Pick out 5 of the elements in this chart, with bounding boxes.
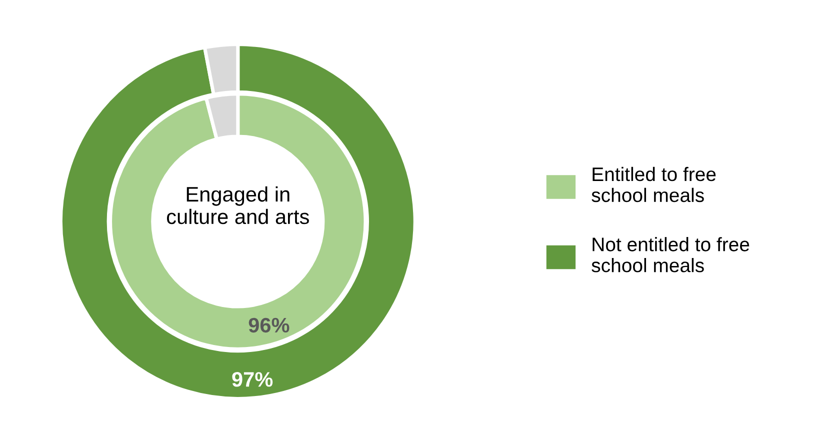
data-label: 97% [232, 372, 273, 387]
text: Engaged in culture and arts [166, 186, 309, 224]
legend-label: Not entitled to free school meals [592, 237, 750, 272]
legend-label: Entitled to free school meals [592, 166, 716, 202]
data-label: 96% [248, 318, 290, 333]
